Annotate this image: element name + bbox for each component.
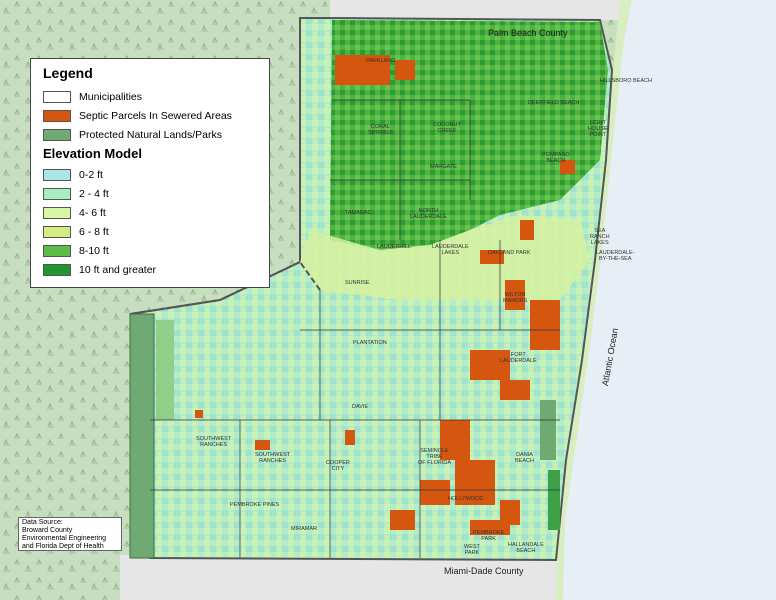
- city-wilton-manors: WILTON MANORS: [503, 292, 528, 304]
- legend-elevation-label: 6 - 8 ft: [79, 225, 109, 238]
- source-line: and Florida Dept of Health: [22, 543, 104, 550]
- legend-elevation-swatch: [43, 187, 71, 200]
- transition-band: [300, 215, 590, 300]
- city-tamarac: TAMARAC: [345, 210, 372, 216]
- city-margate: MARGATE: [430, 164, 457, 170]
- legend-elevation-label: 0-2 ft: [79, 168, 103, 181]
- city-hollywood: HOLLYWOOD: [448, 496, 484, 502]
- city-pembroke-pines: PEMBROKE PINES: [230, 502, 280, 508]
- city-cooper-city: COOPER CITY: [326, 460, 350, 472]
- legend-elevation-row: 10 ft and greater: [43, 260, 269, 279]
- palm-beach-county-area: [330, 0, 630, 20]
- septic-parcels: [195, 55, 575, 535]
- legend-layer-row: Protected Natural Lands/Parks: [43, 125, 269, 144]
- legend-elevation-row: 4- 6 ft: [43, 203, 269, 222]
- city-pompano-beach: POMPANO BEACH: [542, 152, 570, 164]
- city-oakland-park: OAKLAND PARK: [488, 250, 531, 256]
- city-southwest-ranches-2: SOUTHWEST RANCHES: [255, 452, 291, 464]
- legend-layer-swatch: [43, 128, 71, 141]
- legend-elevation-label: 4- 6 ft: [79, 206, 106, 219]
- source-line: Environmental Engineering: [22, 535, 107, 542]
- city-hillsboro-beach: HILLSBORO BEACH: [600, 78, 652, 84]
- legend-layers: Municipalities Septic Parcels In Sewered …: [43, 87, 269, 144]
- legend-layer-swatch: [43, 109, 71, 122]
- legend-elevation-label: 10 ft and greater: [79, 263, 157, 276]
- miami-dade-county-area: [120, 555, 560, 600]
- legend-panel: Legend Municipalities Septic Parcels In S…: [30, 58, 270, 288]
- legend-elevation-classes: 0-2 ft 2 - 4 ft 4- 6 ft 6 - 8 ft 8-10 ft 10 f…: [43, 165, 269, 279]
- elevation-model-title: Elevation Model: [43, 146, 142, 161]
- city-pembroke-park: PEMBROKE PARK: [473, 530, 505, 542]
- legend-elevation-swatch: [43, 168, 71, 181]
- legend-title: Legend: [43, 65, 93, 81]
- legend-layer-row: Septic Parcels In Sewered Areas: [43, 106, 269, 125]
- county-boundary-dashed-2: [299, 261, 321, 291]
- palm-beach-county-label: Palm Beach County: [488, 28, 568, 38]
- city-deerfield-beach: DEERFIELD BEACH: [528, 100, 580, 106]
- city-lauderdale-lakes: LAUDERDALE LAKES: [432, 244, 469, 256]
- legend-elevation-label: 2 - 4 ft: [79, 187, 109, 200]
- protected-lands-west-2: [156, 320, 174, 420]
- city-davie: DAVIE: [352, 404, 369, 410]
- city-coral-springs: CORAL SPRINGS: [368, 124, 393, 136]
- legend-layer-label: Septic Parcels In Sewered Areas: [79, 109, 232, 122]
- legend-layer-label: Protected Natural Lands/Parks: [79, 128, 222, 141]
- legend-elevation-row: 8-10 ft: [43, 241, 269, 260]
- city-southwest-ranches: SOUTHWEST RANCHES: [196, 436, 232, 448]
- legend-layer-label: Municipalities: [79, 90, 143, 103]
- source-line: Broward County: [22, 527, 73, 534]
- protected-lands-east: [540, 400, 556, 460]
- city-seminole-tribe: SEMINOLE TRIBE OF FLORIDA: [418, 448, 452, 466]
- legend-elevation-swatch: [43, 244, 71, 257]
- legend-elevation-swatch: [43, 225, 71, 238]
- coastline: [556, 0, 632, 600]
- protected-lands-west: [129, 313, 155, 559]
- county-boundary-dashed: [129, 20, 301, 315]
- legend-elevation-row: 6 - 8 ft: [43, 222, 269, 241]
- city-sea-ranch-lakes: SEA RANCH LAKES: [590, 228, 610, 246]
- legend-elevation-label: 8-10 ft: [79, 244, 109, 257]
- source-line: Data Source:: [22, 519, 63, 526]
- legend-layer-row: Municipalities: [43, 87, 269, 106]
- city-miramar: MIRAMAR: [291, 526, 317, 532]
- city-lauderdale-by-the-sea: LAUDERDALE- BY-THE-SEA: [596, 250, 635, 262]
- legend-layer-swatch: [43, 90, 71, 103]
- city-sunrise: SUNRISE: [345, 280, 370, 286]
- legend-elevation-swatch: [43, 206, 71, 219]
- data-source-box: Data Source: Broward County Environmenta…: [18, 517, 122, 551]
- city-coconut-creek: COCONUT CREEK: [433, 122, 461, 134]
- legend-elevation-swatch: [43, 263, 71, 276]
- protected-lands-east-2: [548, 470, 560, 530]
- city-hallandale-beach: HALLANDALE BEACH: [508, 542, 544, 554]
- miami-dade-county-label: Miami-Dade County: [444, 566, 524, 576]
- city-west-park: WEST PARK: [464, 544, 480, 556]
- legend-elevation-row: 0-2 ft: [43, 165, 269, 184]
- ocean-area: [560, 0, 776, 600]
- city-parkland: PARKLAND: [366, 58, 396, 64]
- municipality-boundaries: [150, 99, 560, 558]
- city-fort-lauderdale: FORT LAUDERDALE: [500, 352, 537, 364]
- city-north-lauderdale: NORTH LAUDERDALE: [410, 208, 447, 220]
- city-lauderhill: LAUDERHILL: [377, 244, 411, 250]
- city-dania-beach: DANIA BEACH: [515, 452, 534, 464]
- legend-elevation-row: 2 - 4 ft: [43, 184, 269, 203]
- city-plantation: PLANTATION: [353, 340, 387, 346]
- city-lighthouse-point: LIGHT HOUSE POINT: [588, 120, 608, 138]
